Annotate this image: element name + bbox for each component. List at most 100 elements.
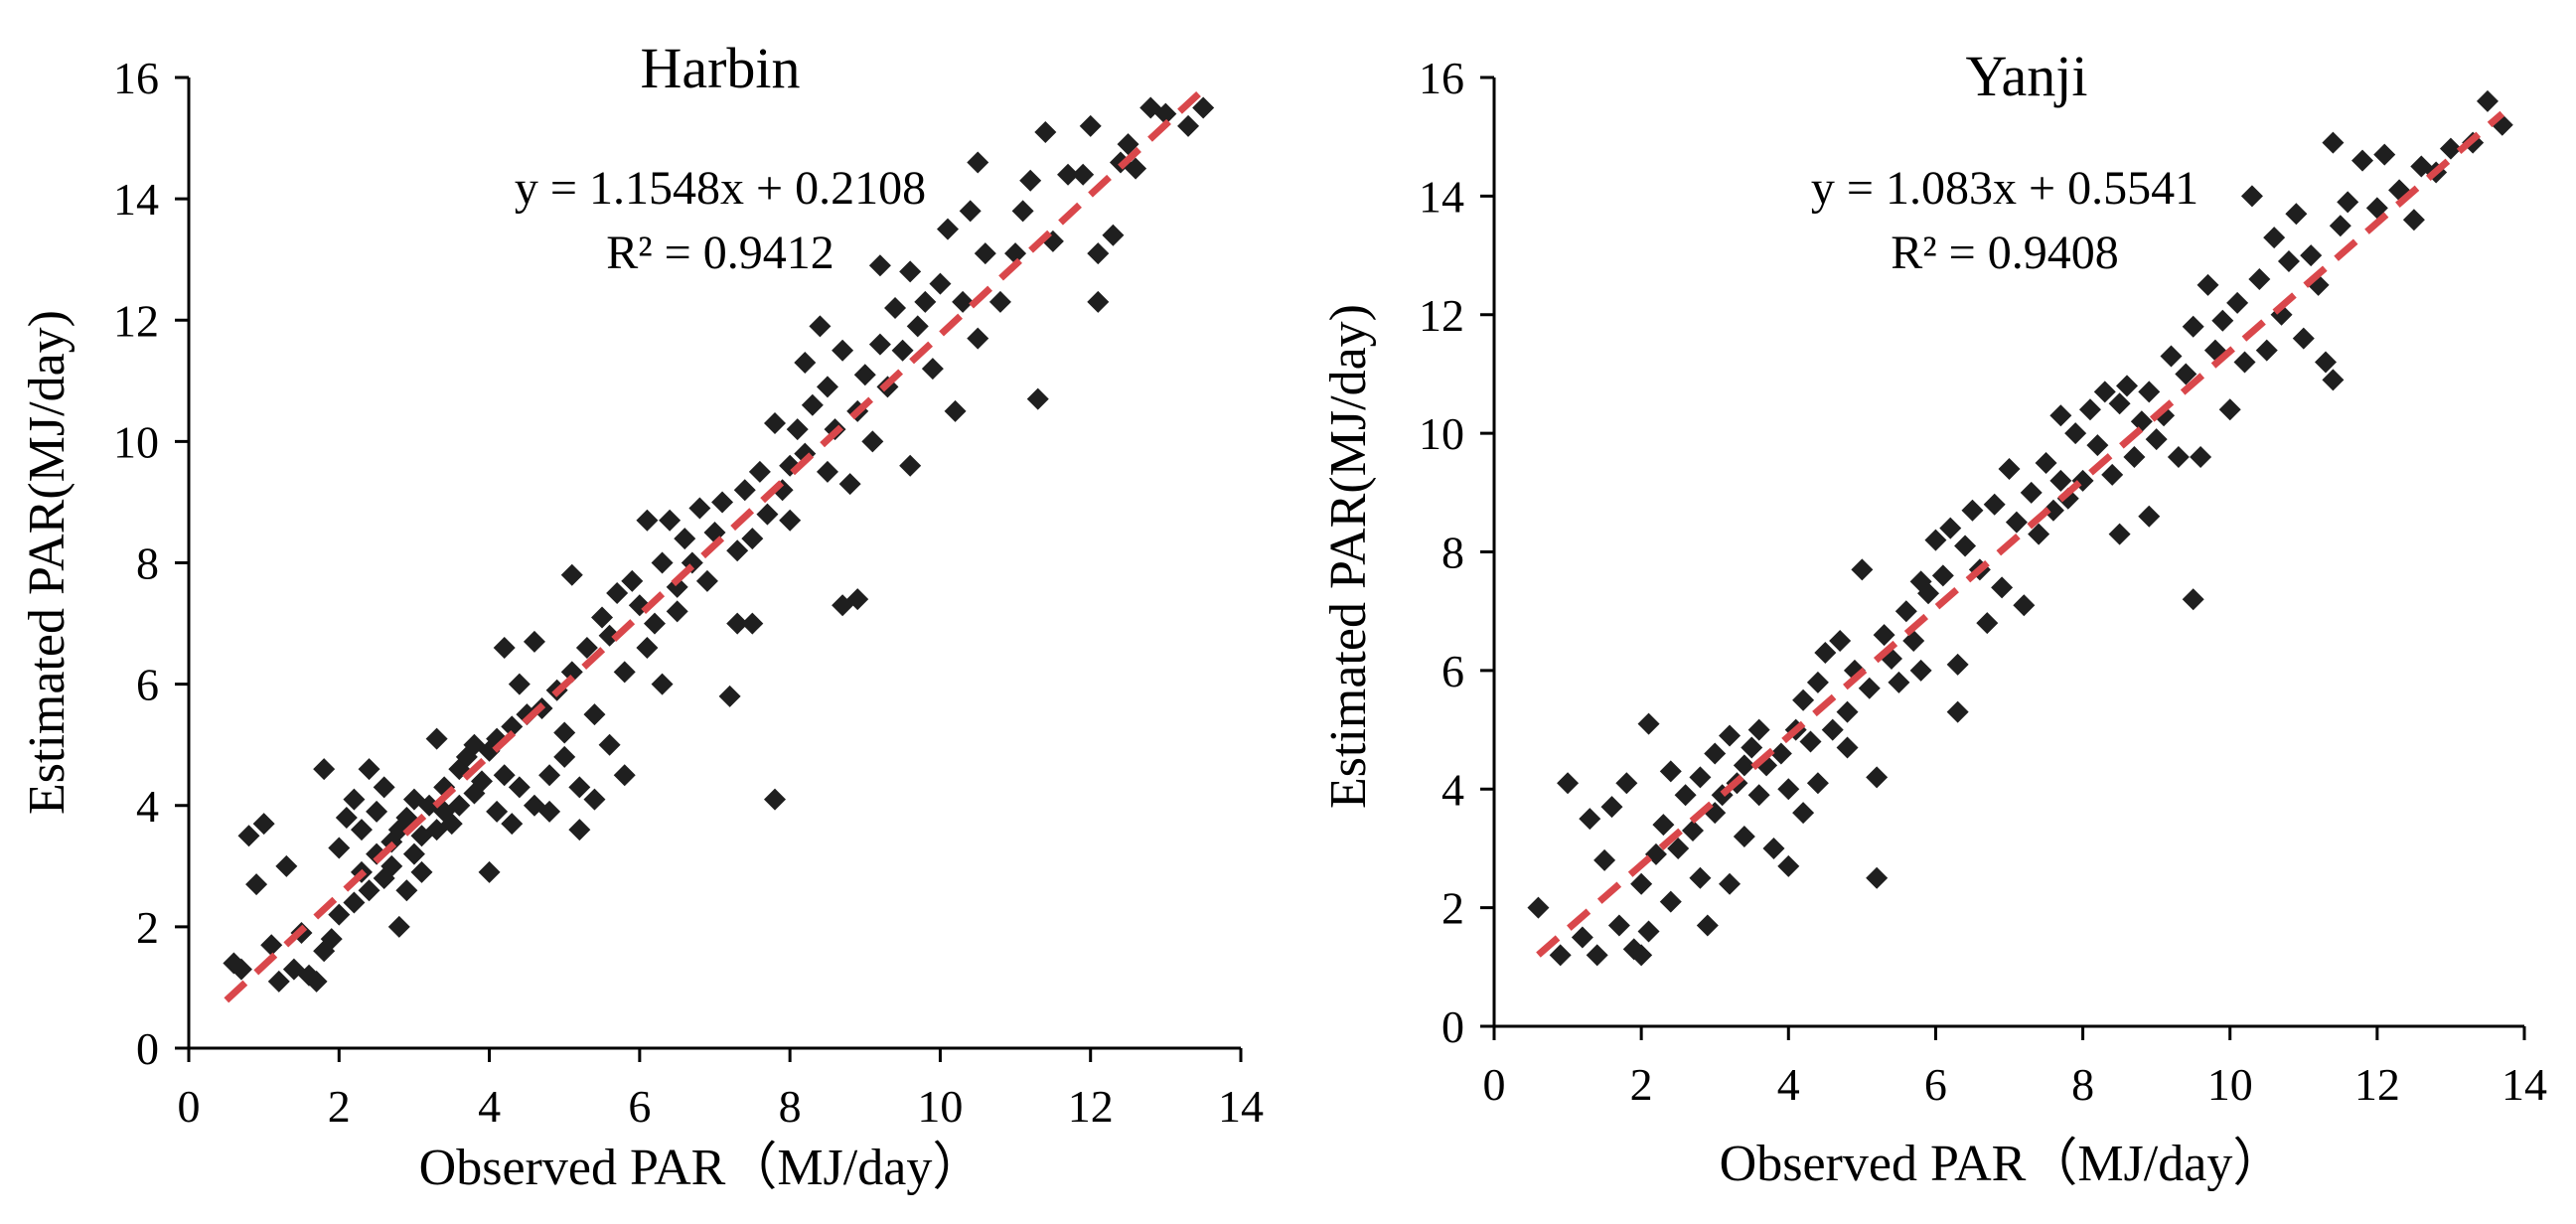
data-point xyxy=(733,479,756,502)
x-tick-label: 8 xyxy=(779,1081,802,1132)
data-point xyxy=(2322,131,2345,154)
y-tick-label: 8 xyxy=(136,538,159,589)
x-tick-label: 6 xyxy=(628,1081,651,1132)
data-point xyxy=(726,539,749,562)
data-point xyxy=(493,636,516,659)
data-point xyxy=(2300,244,2323,267)
data-point xyxy=(1177,114,1200,137)
data-point xyxy=(1873,624,1895,647)
data-point xyxy=(643,612,666,635)
data-point xyxy=(2123,446,2146,468)
data-point xyxy=(2476,89,2499,112)
data-points xyxy=(1527,89,2513,967)
data-point xyxy=(786,418,809,441)
x-tick-labels: 0 2 4 6 8 10 12 14 xyxy=(1483,1059,2548,1110)
data-point xyxy=(1991,576,2014,599)
data-point xyxy=(967,151,989,174)
data-point xyxy=(2351,149,2374,172)
data-point xyxy=(1733,754,1755,777)
data-point xyxy=(2292,327,2315,350)
data-point xyxy=(2145,428,2168,451)
data-point xyxy=(402,842,425,865)
data-point xyxy=(1792,688,1815,711)
data-point xyxy=(2013,594,2036,617)
y-tick-label: 12 xyxy=(113,295,159,346)
data-point xyxy=(591,606,614,629)
data-point xyxy=(1719,872,1742,895)
data-point xyxy=(1102,224,1125,246)
data-point xyxy=(328,903,351,926)
data-point xyxy=(1689,866,1712,889)
data-point xyxy=(1829,630,1852,653)
data-point xyxy=(508,776,530,799)
chart-title: Yanji xyxy=(1965,44,2087,108)
data-point xyxy=(2182,588,2204,611)
data-point xyxy=(988,290,1011,313)
data-point xyxy=(899,260,922,283)
data-point xyxy=(779,509,802,532)
plot-area xyxy=(1494,77,2524,1026)
data-point xyxy=(1681,820,1704,842)
data-point xyxy=(2240,185,2263,208)
axis-ticks xyxy=(175,76,1243,1062)
y-tick-label: 12 xyxy=(1419,290,1464,341)
y-axis-label: Estimated PAR(MJ/day) xyxy=(1320,304,1377,809)
data-point xyxy=(1777,778,1800,801)
data-point xyxy=(1659,760,1682,783)
data-point xyxy=(2101,463,2124,486)
data-point xyxy=(606,582,629,605)
data-point xyxy=(1615,772,1638,795)
data-point xyxy=(2078,398,2101,421)
data-point xyxy=(2028,523,2050,545)
data-point xyxy=(899,454,922,477)
data-point xyxy=(1924,529,1947,551)
data-point xyxy=(2329,215,2351,237)
data-point xyxy=(801,393,824,416)
data-point xyxy=(1777,854,1800,877)
data-point xyxy=(952,290,975,313)
data-point xyxy=(2167,446,2190,468)
data-point xyxy=(2255,339,2278,362)
x-axis-label: Observed PAR（MJ/day） xyxy=(419,1140,985,1196)
data-point xyxy=(350,819,373,842)
data-point xyxy=(1792,802,1815,825)
x-tick-label: 0 xyxy=(178,1081,201,1132)
data-point xyxy=(809,315,832,338)
data-point xyxy=(1733,826,1755,847)
data-point xyxy=(538,800,561,823)
data-point xyxy=(1026,387,1049,410)
data-point xyxy=(1939,517,1962,539)
data-point xyxy=(343,788,366,811)
data-point xyxy=(2116,375,2139,397)
data-point xyxy=(2337,191,2359,214)
data-point xyxy=(2042,499,2064,522)
data-point xyxy=(410,860,433,883)
data-point xyxy=(237,825,260,847)
data-point xyxy=(568,776,591,799)
data-point xyxy=(523,630,545,653)
data-point xyxy=(1087,242,1110,265)
x-tick-label: 14 xyxy=(1218,1081,1264,1132)
data-point xyxy=(1579,808,1601,831)
data-point xyxy=(1019,169,1042,192)
data-point xyxy=(598,733,621,756)
data-point xyxy=(328,837,351,859)
data-point xyxy=(1909,659,1932,682)
data-point xyxy=(2130,410,2153,433)
data-point xyxy=(1034,120,1057,143)
data-point xyxy=(674,528,696,550)
data-point xyxy=(358,879,380,902)
data-point xyxy=(621,569,644,592)
data-point xyxy=(1902,630,1925,653)
y-tick-label: 14 xyxy=(1419,171,1464,222)
trendline xyxy=(1536,110,2505,958)
data-point xyxy=(553,721,576,744)
data-point xyxy=(2064,422,2087,445)
data-point xyxy=(1704,742,1727,765)
data-point xyxy=(794,351,817,374)
data-point xyxy=(1630,944,1653,967)
x-tick-label: 10 xyxy=(2207,1059,2253,1110)
r-squared: R² = 0.9412 xyxy=(606,227,833,279)
y-tick-label: 8 xyxy=(1441,528,1464,578)
data-point xyxy=(2182,315,2204,338)
